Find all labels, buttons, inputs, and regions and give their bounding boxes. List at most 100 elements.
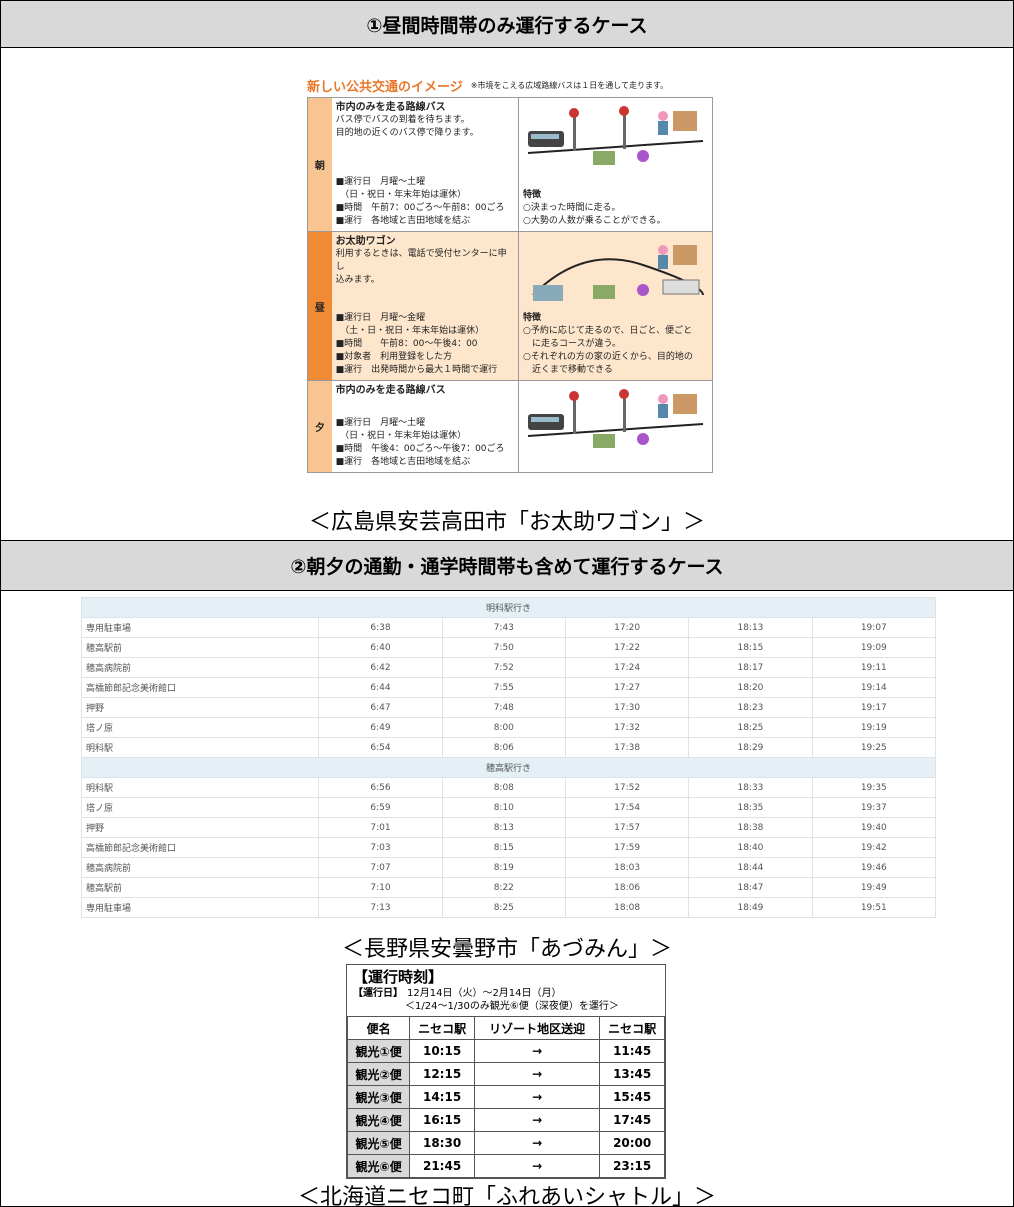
row-text: 市内のみを走る路線バス ■運行日 月曜～土曜 （日・祝日・年末年始は運休） ■時間 … — [332, 381, 519, 472]
timetable-row: 押野 7:01 8:13 17:57 18:38 19:40 — [80, 817, 937, 838]
timetable-row: 押野 6:47 7:48 17:30 18:23 19:17 — [80, 697, 937, 718]
feature-line: に走るコースが違う。 — [523, 339, 622, 349]
shuttle-dates: 【運行日】 12月14日（火）～2月14日（月） — [353, 987, 659, 1000]
infographic-title: 新しい公共交通のイメージ — [307, 80, 463, 95]
feature-line: ○大勢の人数が乗ることができる。 — [523, 216, 666, 226]
stop-name: 穂高病院前 — [80, 857, 320, 878]
time: → — [473, 1154, 601, 1178]
time: 17:27 — [564, 677, 690, 698]
timetable-row: 明科駅 6:54 8:06 17:38 18:29 19:25 — [80, 737, 937, 758]
time: → — [473, 1039, 601, 1063]
timetable-row: 塔ノ原 6:59 8:10 17:54 18:35 19:37 — [80, 797, 937, 818]
illustration-box — [523, 101, 708, 176]
time: 8:22 — [441, 877, 566, 898]
infographic: 新しい公共交通のイメージ ※市境をこえる広域路線バスは１日を通して走ります。朝市内… — [307, 74, 713, 473]
shuttle-head: 【運行時刻】 【運行日】 12月14日（火）～2月14日（月） ＜1/24～1/30の… — [347, 965, 665, 1016]
time: 19:07 — [811, 617, 937, 638]
illustration — [527, 389, 704, 448]
time: 6:47 — [318, 697, 443, 718]
time: 23:15 — [599, 1154, 665, 1178]
row-picture: 特徴 ○決まった時間に走る。 ○大勢の人数が乗ることができる。 — [519, 98, 712, 231]
stop-name: 高橋節郎記念美術館口 — [80, 837, 320, 858]
detail-line: ■運行日 月曜～土曜 — [335, 418, 426, 428]
detail-line: （日・祝日・年末年始は運休） — [335, 431, 467, 441]
run-name: 観光③便 — [346, 1085, 411, 1109]
time: 17:38 — [564, 737, 690, 758]
intro-line: 利用するときは、電話で受付センターに申し — [335, 249, 507, 272]
time: 18:33 — [688, 777, 813, 798]
infographic-row: 夕市内のみを走る路線バス ■運行日 月曜～土曜 （日・祝日・年末年始は運休） ■時間… — [307, 381, 713, 473]
stop-name: 専用駐車場 — [80, 897, 320, 918]
time: 7:48 — [441, 697, 566, 718]
time: → — [473, 1108, 601, 1132]
timetable-row: 高橋節郎記念美術館口 6:44 7:55 17:27 18:20 19:14 — [80, 677, 937, 698]
stop-name: 塔ノ原 — [80, 797, 320, 818]
detail-line: ■対象者 利用登録をした方 — [335, 352, 453, 362]
timetable-row: 穂高病院前 7:07 8:19 18:03 18:44 19:46 — [80, 857, 937, 878]
illustration-box — [523, 235, 708, 310]
timetable-row: 塔ノ原 6:49 8:00 17:32 18:25 19:19 — [80, 717, 937, 738]
row-label: 朝 — [308, 98, 332, 231]
time: 18:13 — [688, 617, 813, 638]
time: 13:45 — [599, 1062, 665, 1086]
stop-name: 塔ノ原 — [80, 717, 320, 738]
run-name: 観光⑤便 — [346, 1131, 411, 1155]
shuttle-row: 観光②便 12:15 → 13:45 — [346, 1062, 665, 1086]
time: 17:59 — [564, 837, 690, 858]
time: 17:20 — [564, 617, 690, 638]
time: 17:24 — [564, 657, 690, 678]
group-header-row: 穂高駅行き — [81, 757, 936, 778]
time: 20:00 — [599, 1131, 665, 1155]
time: 6:44 — [318, 677, 443, 698]
features: 特徴 ○予約に応じて走るので、日ごと、便ごと に走るコースが違う。 ○それぞれの方の… — [523, 312, 708, 377]
stop-name: 専用駐車場 — [80, 617, 320, 638]
time: 8:10 — [441, 797, 566, 818]
shuttle-row: 観光③便 14:15 → 15:45 — [346, 1085, 665, 1109]
time: → — [473, 1131, 601, 1155]
time: 6:40 — [318, 637, 443, 658]
time: 7:01 — [318, 817, 443, 838]
intro-line: 目的地の近くのバス停で降ります。 — [335, 128, 479, 138]
time: 19:49 — [811, 877, 937, 898]
time: 8:19 — [441, 857, 566, 878]
time: 7:07 — [318, 857, 443, 878]
time: 17:57 — [564, 817, 690, 838]
time: 17:54 — [564, 797, 690, 818]
detail-line: （土・日・祝日・年末年始は運休） — [335, 326, 485, 336]
time: 19:09 — [811, 637, 937, 658]
time: 8:08 — [441, 777, 566, 798]
section-heading: ②朝夕の通勤・通学時間帯も含めて運行するケース — [1, 541, 1013, 591]
details: ■運行日 月曜～土曜 （日・祝日・年末年始は運休） ■時間 午後4：00ごろ～午後… — [336, 417, 514, 469]
section-heading: ①昼間時間帯のみ運行するケース — [1, 1, 1013, 48]
time: 7:10 — [318, 877, 443, 898]
time: 17:52 — [564, 777, 690, 798]
time: 18:35 — [688, 797, 813, 818]
row-label: 昼 — [308, 232, 332, 380]
time: 19:14 — [811, 677, 937, 698]
time: 18:38 — [688, 817, 813, 838]
time: → — [473, 1062, 601, 1086]
detail-line: ■運行 各地域と吉田地域を結ぶ — [335, 216, 471, 226]
time: 7:50 — [441, 637, 566, 658]
time: 14:15 — [409, 1085, 475, 1109]
illustration-box — [523, 384, 708, 459]
time: 17:45 — [599, 1108, 665, 1132]
section-body: 新しい公共交通のイメージ ※市境をこえる広域路線バスは１日を通して走ります。朝市内… — [1, 48, 1013, 541]
time: 19:19 — [811, 717, 937, 738]
time: 8:15 — [441, 837, 566, 858]
time: 10:15 — [409, 1039, 475, 1063]
time: 18:30 — [409, 1131, 475, 1155]
time: 7:03 — [318, 837, 443, 858]
illustration — [532, 245, 704, 301]
illustration — [527, 106, 704, 165]
time: 19:17 — [811, 697, 937, 718]
detail-line: ■運行日 月曜～金曜 — [335, 313, 426, 323]
time: 18:47 — [688, 877, 813, 898]
caption: ＜長野県安曇野市「あづみん」＞ — [341, 936, 672, 961]
shuttle-note: ＜1/24～1/30のみ観光⑥便（深夜便）を運行＞ — [405, 1001, 619, 1012]
time: 17:32 — [564, 717, 690, 738]
row-text: お太助ワゴン 利用するときは、電話で受付センターに申し 込みます。 ■運行日 月曜～金… — [332, 232, 519, 380]
infographic-row: 朝市内のみを走る路線バス バス停でバスの到着を待ちます。 目的地の近くのバス停で降り… — [307, 97, 713, 232]
shuttle-row: 観光①便 10:15 → 11:45 — [346, 1039, 665, 1063]
time: 18:40 — [688, 837, 813, 858]
